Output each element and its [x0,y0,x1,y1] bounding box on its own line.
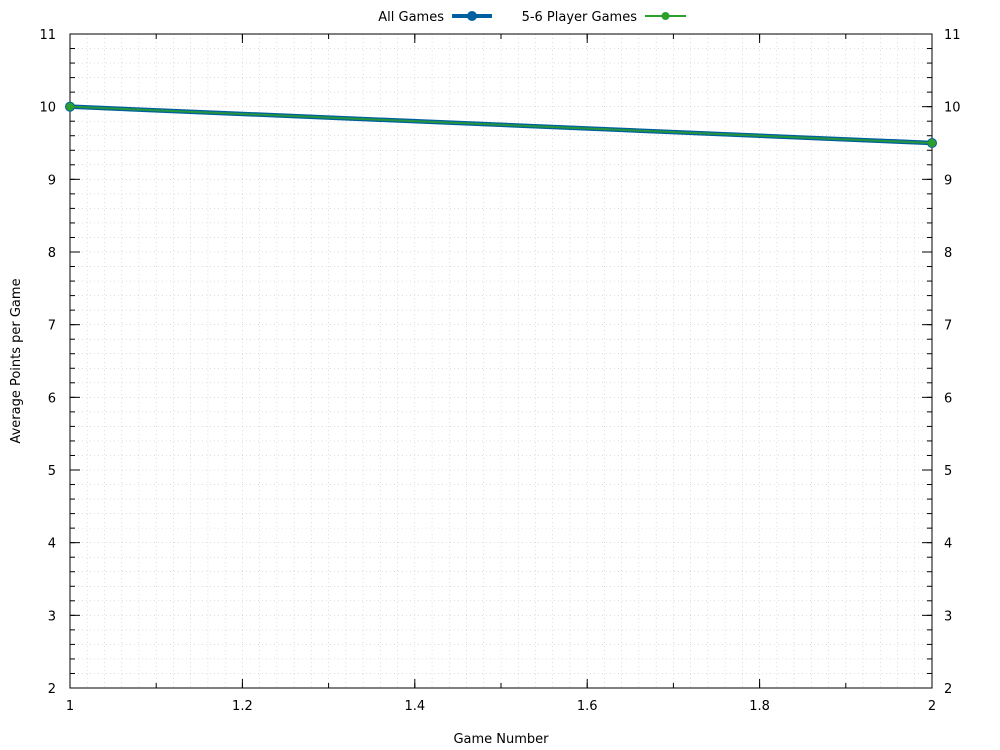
legend-item-2: 5-6 Player Games [522,10,686,25]
legend-marker [661,12,670,20]
y-tick-label-right: 7 [944,319,952,334]
x-tick-label: 1.2 [232,699,253,714]
y-tick-label-right: 8 [944,246,952,261]
y-tick-label-right: 5 [944,464,952,479]
x-tick-label: 1.4 [404,699,425,714]
series-line [69,105,933,144]
y-axis-label: Average Points per Game [9,278,24,443]
x-tick-label: 2 [928,699,936,714]
y-tick-label-left: 2 [48,682,56,697]
legend-label: All Games [378,10,444,25]
y-tick-label-right: 3 [944,609,952,624]
series-2 [66,102,936,147]
y-tick-label-right: 9 [944,173,952,188]
y-tick-label-right: 4 [944,537,952,552]
y-tick-label-left: 5 [48,464,56,479]
y-tick-label-left: 11 [39,28,56,43]
x-tick-label: 1.8 [749,699,770,714]
x-tick-label: 1 [66,699,74,714]
y-tick-label-right: 11 [944,28,961,43]
legend-label: 5-6 Player Games [522,10,638,25]
y-tick-label-left: 6 [48,391,56,406]
y-tick-label-right: 10 [944,101,961,116]
y-tick-label-right: 2 [944,682,952,697]
legend-item-1: All Games [378,10,492,25]
y-tick-label-left: 10 [39,101,56,116]
legend-marker [467,11,477,21]
y-tick-label-left: 8 [48,246,56,261]
y-tick-label-left: 4 [48,537,56,552]
legend: All Games 5-6 Player Games [378,10,686,25]
series-layer [65,101,937,148]
data-point [66,102,74,111]
plot-frame [69,33,933,689]
y-tick-label-left: 9 [48,173,56,188]
grid [69,33,933,689]
y-tick-label-right: 6 [944,391,952,406]
y-tick-label-left: 3 [48,609,56,624]
x-axis-label: Game Number [453,732,549,747]
data-point [928,139,936,147]
y-tick-label-left: 7 [48,319,56,334]
x-tick-label: 1.6 [577,699,598,714]
